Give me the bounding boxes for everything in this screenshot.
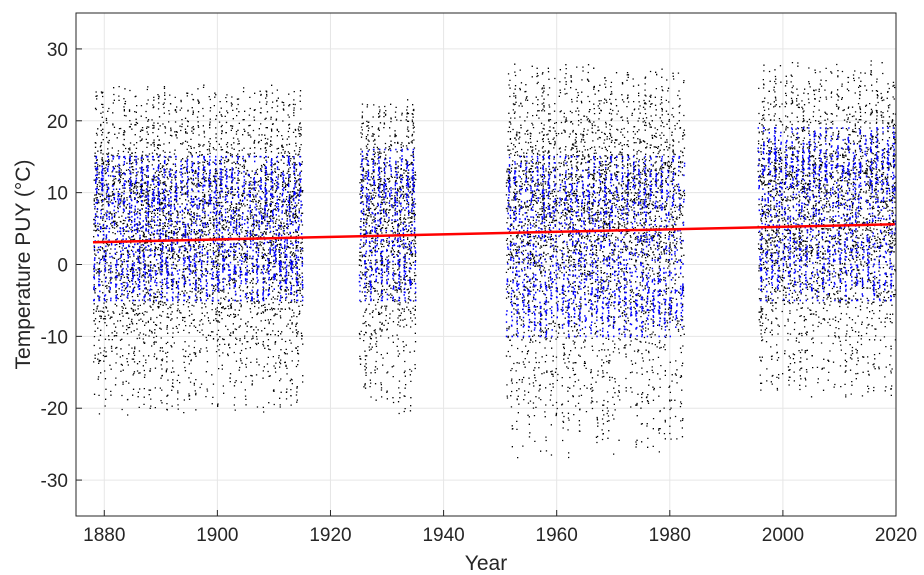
axes [75, 12, 897, 517]
daily-extremes-series [93, 60, 897, 459]
x-tick-label: 1920 [309, 525, 351, 546]
trend-line [92, 223, 895, 244]
x-tick-label: 1980 [649, 525, 691, 546]
y-tick-label: 10 [47, 184, 68, 205]
y-tick-label: 20 [47, 112, 68, 133]
y-tick-label: -10 [41, 327, 68, 348]
y-tick-label: -30 [41, 471, 68, 492]
y-tick-label: -20 [41, 399, 68, 420]
trend-series [92, 223, 895, 244]
x-tick-label: 2000 [762, 525, 804, 546]
x-tick-label: 1880 [83, 525, 125, 546]
x-tick-label: 2020 [875, 525, 917, 546]
y-axis-title: Temperature PUY (°C) [12, 160, 35, 370]
x-tick-label: 1940 [422, 525, 464, 546]
grid [76, 13, 897, 516]
y-tick-label: 0 [57, 256, 68, 277]
y-tick-label: 30 [47, 40, 68, 61]
daily-mean-points [93, 127, 897, 338]
x-tick-label: 1960 [536, 525, 578, 546]
data-points [93, 60, 897, 459]
daily-mean-series [93, 127, 897, 338]
tick-labels: 1880 1900 1920 1940 1960 1980 2000 2020 -30 -20 -1… [41, 40, 918, 546]
x-axis-title: Year [465, 552, 507, 575]
x-tick-label: 1900 [196, 525, 238, 546]
